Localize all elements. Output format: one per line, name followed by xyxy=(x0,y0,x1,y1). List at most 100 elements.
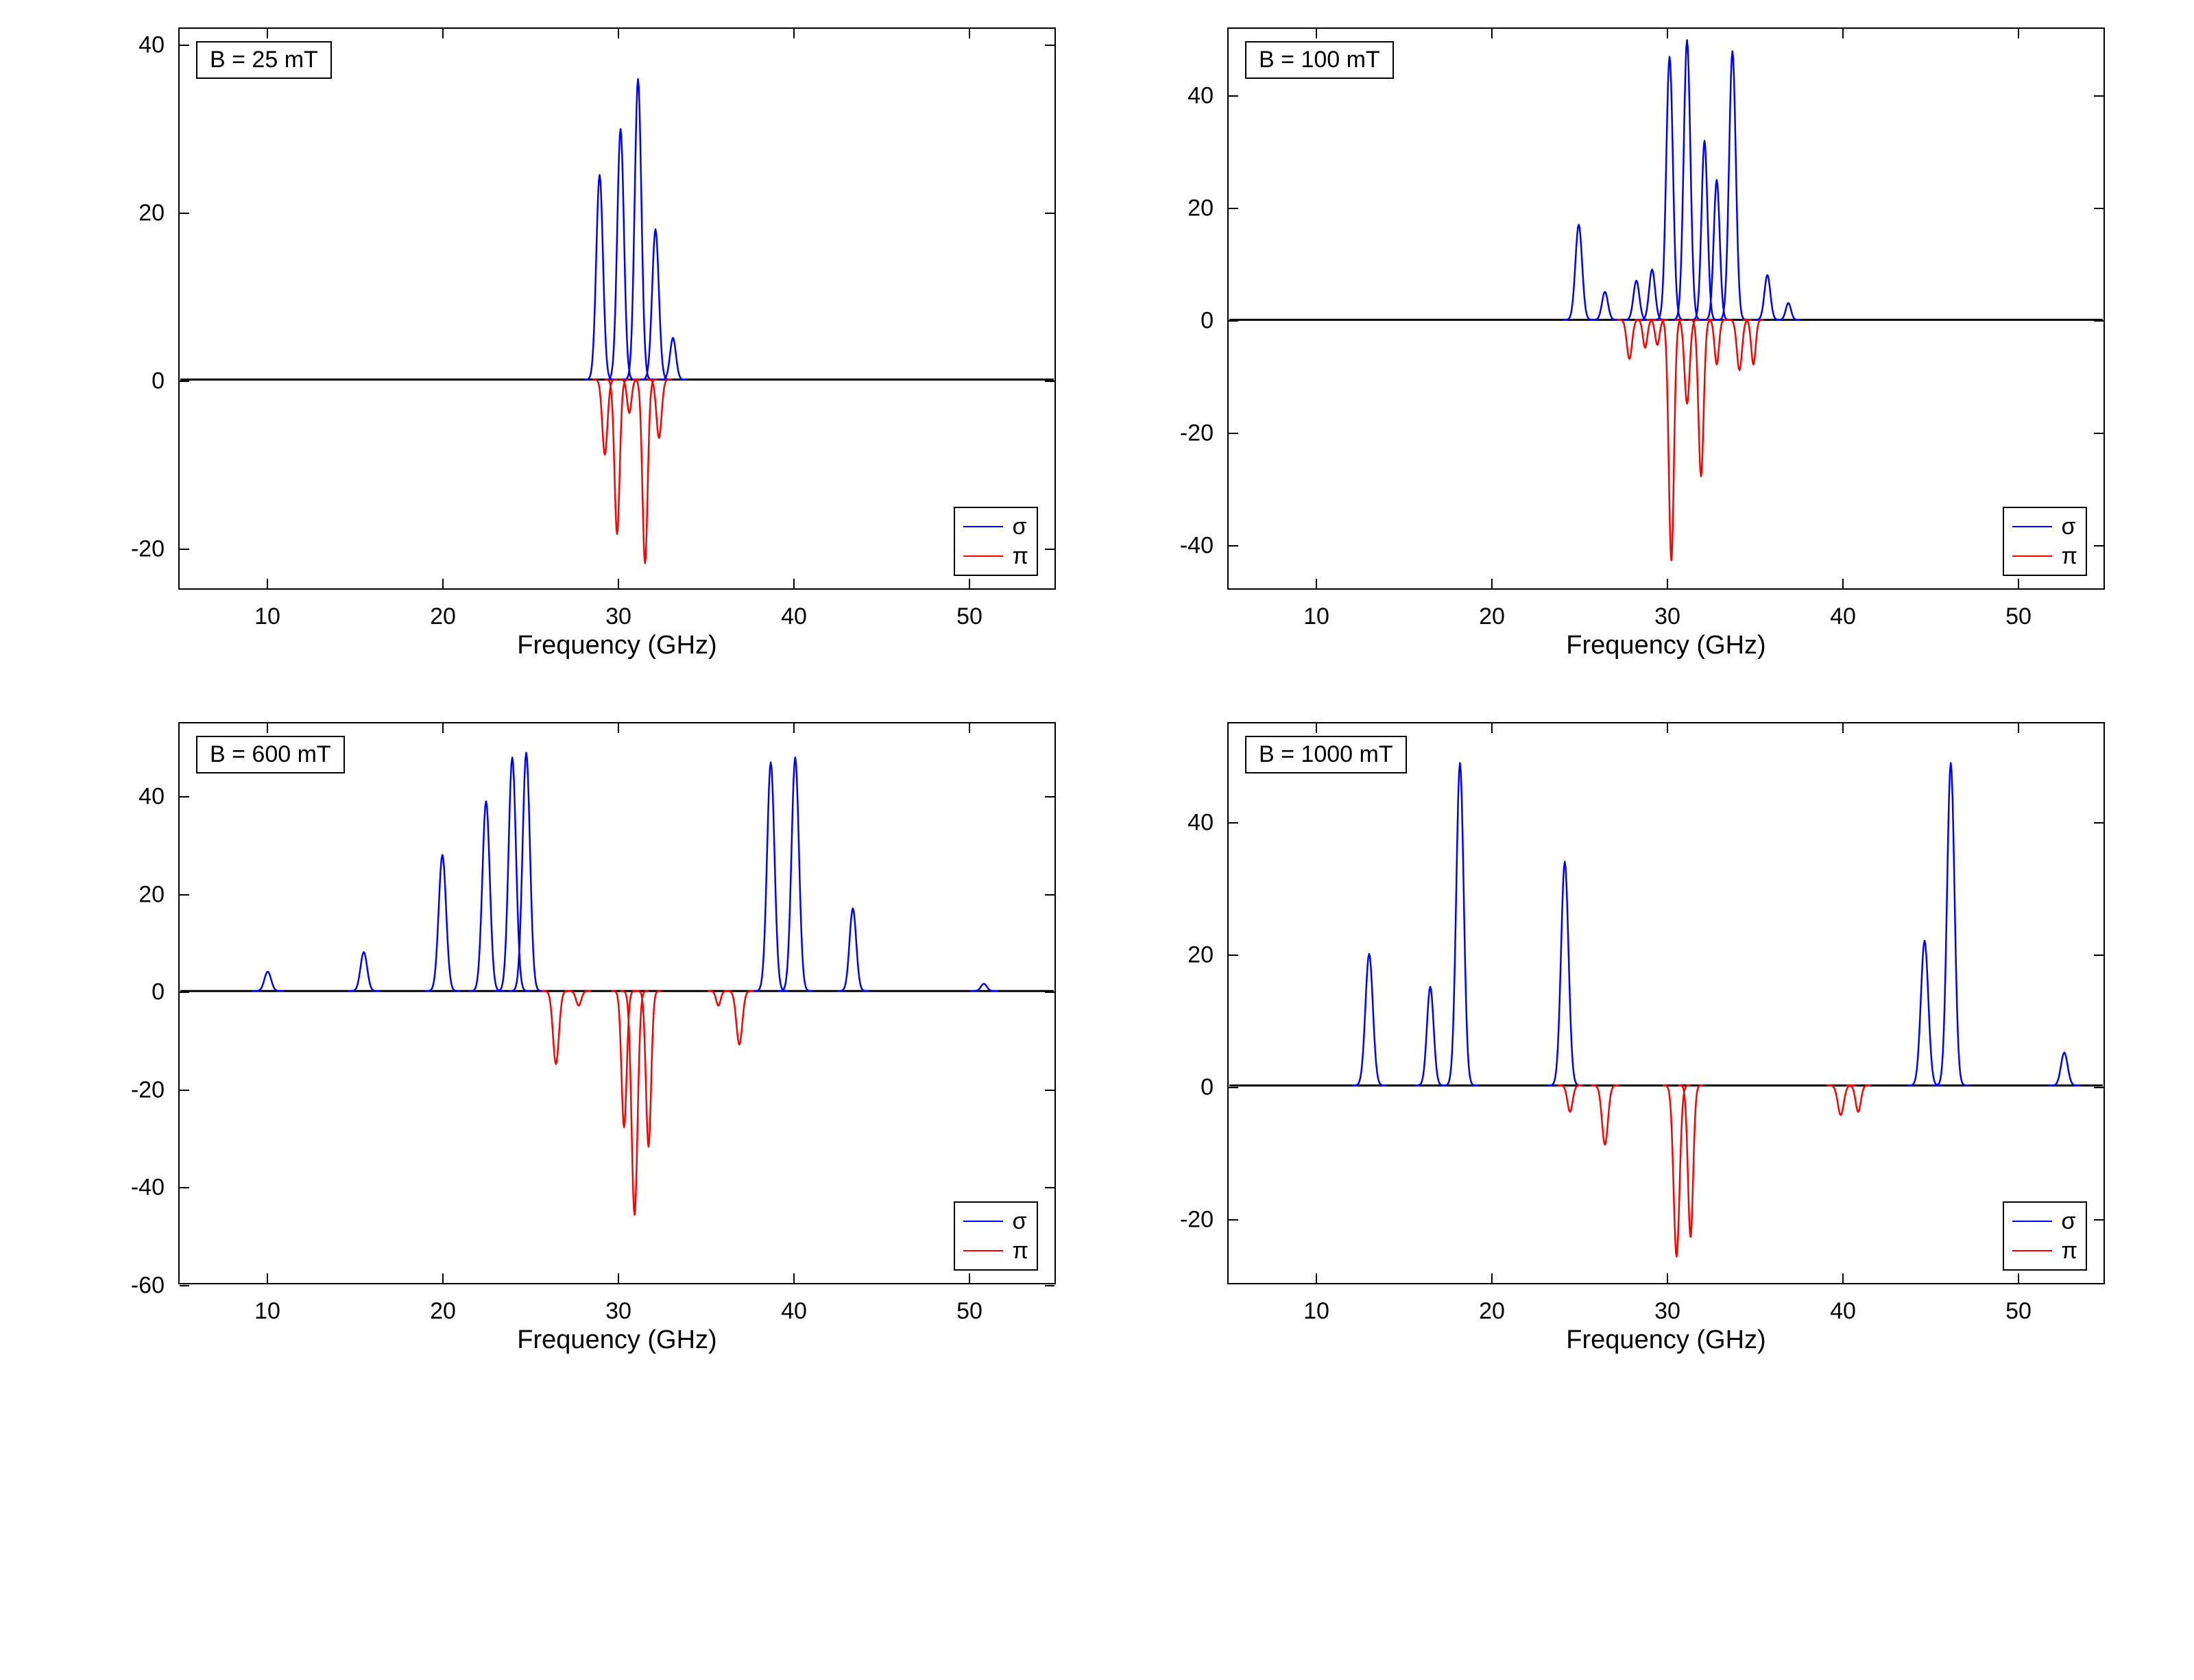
sigma-peak xyxy=(2049,1053,2080,1085)
xtick-mark xyxy=(442,29,444,38)
x-axis-label: Frequency (GHz) xyxy=(178,631,1056,660)
legend-swatch xyxy=(2012,1221,2052,1222)
sigma-peak xyxy=(970,984,998,992)
pi-peak xyxy=(1846,1085,1870,1112)
legend-swatch xyxy=(963,555,1003,557)
field-annotation: B = 600 mT xyxy=(196,736,345,773)
legend-swatch xyxy=(2012,1250,2052,1251)
legend-entry-sigma: σ xyxy=(2012,512,2077,542)
ytick-label: 0 xyxy=(106,368,165,395)
ytick-mark xyxy=(180,549,189,550)
ytick-label: -60 xyxy=(106,1273,165,1299)
panel-p100: B = 100 mTσπ1020304050-40-2002040Frequen… xyxy=(1152,27,2105,660)
xtick-label: 30 xyxy=(1654,1298,1680,1325)
legend-swatch xyxy=(2012,555,2052,557)
plot-area: B = 1000 mTσπ1020304050-2002040 xyxy=(1227,722,2105,1284)
xtick-mark xyxy=(1667,29,1668,38)
ytick-mark xyxy=(1229,320,1238,322)
xtick-mark xyxy=(618,1273,619,1283)
xtick-mark xyxy=(267,579,268,588)
pi-peak xyxy=(633,380,658,564)
plot-area: B = 25 mTσπ1020304050-2002040 xyxy=(178,27,1056,590)
pi-peak xyxy=(1727,320,1752,370)
pi-peak xyxy=(1591,1085,1619,1144)
ytick-label: -40 xyxy=(1155,533,1214,560)
ytick-mark xyxy=(1229,822,1238,824)
sigma-peak xyxy=(348,952,380,991)
legend-swatch xyxy=(963,1221,1003,1222)
legend: σπ xyxy=(2003,507,2087,576)
ytick-mark xyxy=(2094,1087,2103,1088)
ytick-label: -20 xyxy=(106,536,165,562)
ytick-mark xyxy=(2094,208,2103,209)
x-axis-label: Frequency (GHz) xyxy=(178,1325,1056,1355)
legend-label: σ xyxy=(2062,1207,2076,1236)
sigma-peak xyxy=(1414,987,1446,1085)
ytick-mark xyxy=(180,992,189,993)
plot-area: B = 600 mTσπ1020304050-60-40-2002040 xyxy=(178,722,1056,1284)
sigma-peak xyxy=(1591,292,1619,320)
sigma-peak xyxy=(1776,303,1800,320)
field-annotation: B = 100 mT xyxy=(1245,41,1394,79)
spectrum-svg xyxy=(180,29,1054,588)
sigma-peak xyxy=(584,175,616,379)
xtick-mark xyxy=(2018,579,2019,588)
sigma-peak xyxy=(1351,954,1386,1085)
pi-peak xyxy=(1827,1085,1855,1115)
legend-label: σ xyxy=(1013,512,1027,542)
xtick-label: 20 xyxy=(1479,603,1505,630)
xtick-mark xyxy=(442,1273,444,1283)
sigma-peak xyxy=(777,758,812,992)
ytick-label: 0 xyxy=(1155,308,1214,335)
pi-peak xyxy=(566,991,591,1005)
pi-peak xyxy=(612,991,636,1127)
xtick-label: 10 xyxy=(1303,1298,1329,1325)
ytick-mark xyxy=(2094,955,2103,956)
ytick-mark xyxy=(1229,545,1238,547)
ytick-mark xyxy=(180,381,189,382)
pi-peak xyxy=(725,991,754,1044)
ytick-mark xyxy=(1229,955,1238,956)
sigma-peak xyxy=(754,763,788,991)
xtick-mark xyxy=(1491,1273,1493,1283)
legend-entry-sigma: σ xyxy=(963,512,1028,542)
legend: σπ xyxy=(2003,1201,2087,1271)
ytick-mark xyxy=(1045,1187,1054,1188)
ytick-mark xyxy=(180,1090,189,1091)
legend-entry-pi: π xyxy=(963,1236,1028,1266)
xtick-label: 20 xyxy=(430,603,456,630)
legend-label: π xyxy=(1013,542,1028,571)
spectrum-svg xyxy=(1229,29,2103,588)
ytick-label: 40 xyxy=(1155,83,1214,110)
xtick-mark xyxy=(969,29,970,38)
ytick-label: -20 xyxy=(1155,1206,1214,1233)
ytick-mark xyxy=(180,213,189,214)
ytick-mark xyxy=(180,1187,189,1188)
ytick-mark xyxy=(2094,545,2103,547)
ytick-mark xyxy=(1045,549,1054,550)
xtick-mark xyxy=(267,1273,268,1283)
xtick-mark xyxy=(442,579,444,588)
legend-swatch xyxy=(963,526,1003,527)
xtick-mark xyxy=(1316,579,1317,588)
sigma-peak xyxy=(640,229,671,379)
sigma-peak xyxy=(468,802,503,992)
ytick-mark xyxy=(1045,45,1054,46)
xtick-mark xyxy=(267,29,268,38)
legend: σπ xyxy=(954,1201,1038,1271)
xtick-mark xyxy=(1842,723,1844,733)
x-axis-label: Frequency (GHz) xyxy=(1227,631,2105,660)
legend-swatch xyxy=(2012,526,2052,527)
xtick-label: 40 xyxy=(781,603,807,630)
xtick-label: 50 xyxy=(956,1298,983,1325)
xtick-mark xyxy=(1491,579,1493,588)
panel-p600: B = 600 mTσπ1020304050-60-40-2002040Freq… xyxy=(103,722,1056,1355)
xtick-mark xyxy=(1842,579,1844,588)
ytick-mark xyxy=(180,894,189,896)
legend-label: σ xyxy=(2062,512,2076,542)
ytick-label: 20 xyxy=(106,200,165,227)
xtick-mark xyxy=(1667,579,1668,588)
xtick-mark xyxy=(2018,723,2019,733)
xtick-mark xyxy=(969,1273,970,1283)
xtick-mark xyxy=(1316,29,1317,38)
